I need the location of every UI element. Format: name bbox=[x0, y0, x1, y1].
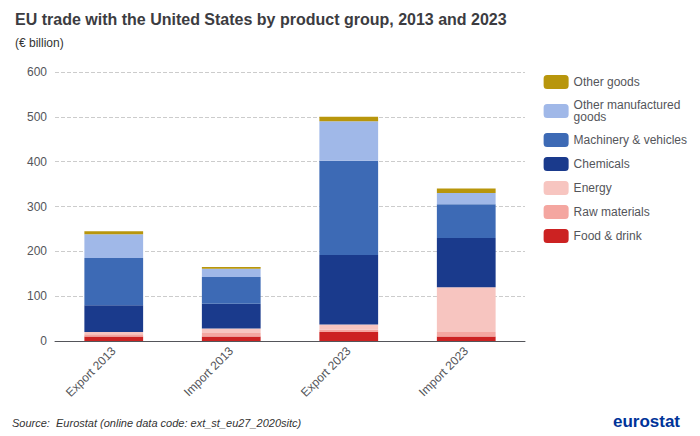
svg-text:EU trade with the United State: EU trade with the United States by produ… bbox=[15, 11, 507, 28]
svg-text:Other goods: Other goods bbox=[574, 75, 640, 89]
svg-text:Export 2013: Export 2013 bbox=[63, 344, 119, 400]
svg-text:Food & drink: Food & drink bbox=[574, 229, 643, 243]
svg-text:Machinery & vehicles: Machinery & vehicles bbox=[574, 133, 687, 147]
svg-text:Source: Eurostat (online data: Source: Eurostat (online data code: ext_… bbox=[12, 417, 302, 429]
svg-text:goods: goods bbox=[574, 110, 607, 124]
svg-text:Import 2013: Import 2013 bbox=[181, 344, 236, 399]
svg-text:Export 2023: Export 2023 bbox=[298, 344, 354, 400]
svg-text:400: 400 bbox=[27, 155, 47, 169]
svg-text:(€ billion): (€ billion) bbox=[15, 36, 64, 50]
svg-text:eurostat: eurostat bbox=[613, 412, 680, 431]
svg-text:200: 200 bbox=[27, 244, 47, 258]
svg-text:0: 0 bbox=[40, 334, 47, 348]
svg-text:100: 100 bbox=[27, 289, 47, 303]
svg-text:300: 300 bbox=[27, 200, 47, 214]
svg-text:500: 500 bbox=[27, 110, 47, 124]
svg-text:600: 600 bbox=[27, 65, 47, 79]
svg-text:Chemicals: Chemicals bbox=[574, 157, 630, 171]
svg-text:Other manufactured: Other manufactured bbox=[573, 98, 681, 112]
svg-text:Raw materials: Raw materials bbox=[574, 205, 650, 219]
svg-text:Import 2023: Import 2023 bbox=[416, 344, 471, 399]
svg-text:Energy: Energy bbox=[574, 181, 612, 195]
